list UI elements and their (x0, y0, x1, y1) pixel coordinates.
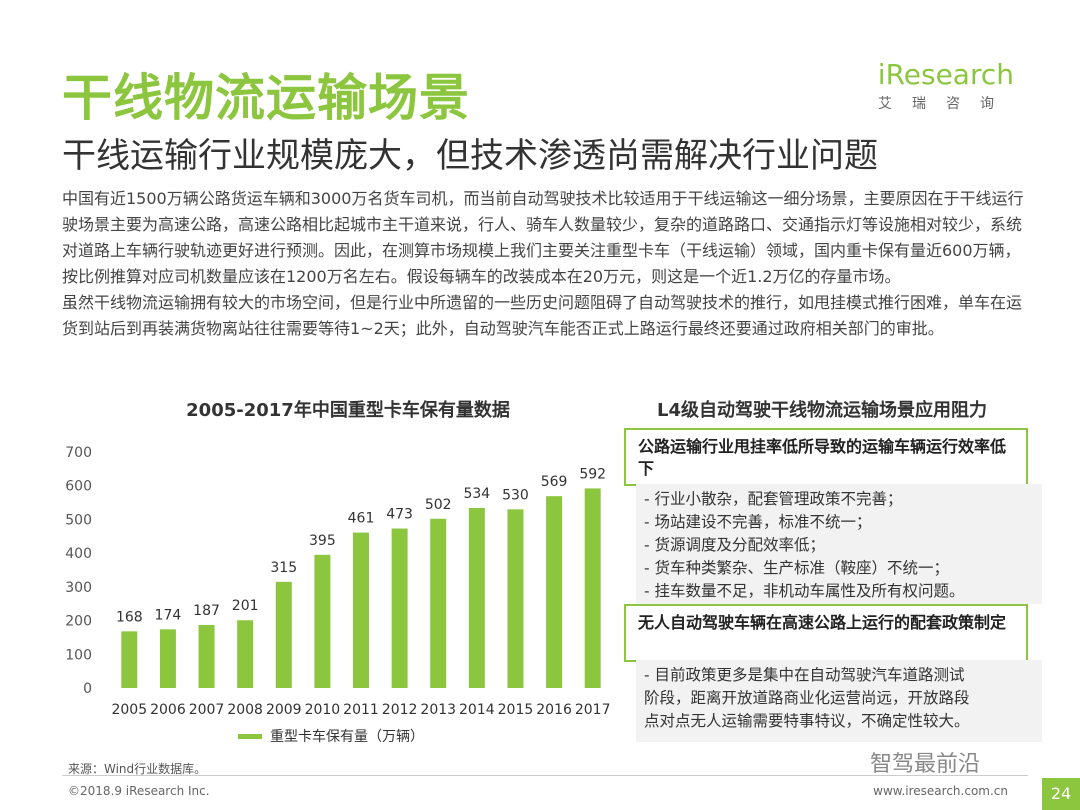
page-subtitle: 干线运输行业规模庞大，但技术渗透尚需解决行业问题 (62, 136, 878, 176)
page-title: 干线物流运输场景 (62, 69, 470, 127)
legend-label: 重型卡车保有量（万辆） (270, 728, 424, 745)
legend-swatch (238, 734, 262, 739)
source-note: 来源：Wind行业数据库。 (68, 762, 207, 776)
data-label: 502 (425, 497, 452, 513)
data-label: 174 (155, 607, 182, 623)
body-paragraph-1: 中国有近1500万辆公路货运车辆和3000万名货车司机，而当前自动驾驶技术比较适… (62, 189, 1024, 286)
y-tick-label: 0 (83, 681, 92, 697)
y-tick-label: 500 (65, 512, 92, 528)
body-text: 中国有近1500万辆公路货运车辆和3000万名货车司机，而当前自动驾驶技术比较适… (62, 186, 1024, 342)
y-tick-label: 200 (65, 614, 92, 630)
bar-chart: 0 100 200 300 400 500 600 700 168 2005 174 2006 187 2… (65, 445, 611, 745)
bar (159, 629, 176, 688)
obstacle-1-item: - 场站建设不完善，标准不统一； (644, 513, 872, 531)
bar (198, 624, 215, 688)
bar (468, 507, 485, 688)
x-tick-label: 2007 (189, 702, 225, 718)
bar (507, 509, 524, 688)
obstacle-1-item: - 行业小散杂，配套管理政策不完善； (644, 490, 903, 508)
obstacle-2-heading: 无人自动驾驶车辆在高速公路上运行的配套政策制定 (624, 604, 1028, 662)
x-tick-label: 2017 (575, 702, 611, 718)
obstacle-1-item: - 挂车数量不足，非机动车属性及所有权问题。 (644, 582, 965, 600)
chart-title: 2005-2017年中国重型卡车保有量数据 (186, 400, 510, 421)
body-paragraph-2: 虽然干线物流运输拥有较大的市场空间，但是行业中所遗留的一些历史问题阻碍了自动驾驶… (62, 293, 1023, 338)
x-tick-label: 2006 (150, 702, 186, 718)
data-label: 168 (116, 609, 143, 625)
obstacle-1-item: - 货源调度及分配效率低； (644, 536, 826, 554)
bar (275, 581, 292, 688)
x-tick-label: 2009 (266, 702, 302, 718)
data-label: 461 (348, 511, 375, 527)
data-label: 395 (309, 533, 336, 549)
x-tick-label: 2013 (420, 702, 456, 718)
y-tick-label: 600 (65, 479, 92, 495)
y-tick-label: 100 (65, 647, 92, 663)
obstacle-1-heading: 公路运输行业甩挂率低所导致的运输车辆运行效率低下 (624, 428, 1028, 486)
panel-title: L4级自动驾驶干线物流运输场景应用阻力 (657, 400, 987, 421)
x-tick-label: 2015 (498, 702, 534, 718)
x-tick-label: 2014 (459, 702, 495, 718)
data-label: 473 (386, 507, 413, 523)
bar (584, 488, 601, 688)
bar (430, 518, 447, 688)
obstacle-1-item: - 货车种类繁杂、生产标准（鞍座）不统一； (644, 559, 950, 577)
x-tick-label: 2016 (536, 702, 572, 718)
data-label: 534 (463, 486, 490, 502)
bar (353, 532, 369, 688)
x-tick-label: 2010 (305, 702, 341, 718)
x-tick-label: 2012 (382, 702, 418, 718)
x-tick-label: 2008 (227, 702, 263, 718)
website-link[interactable]: www.iresearch.com.cn (873, 784, 1008, 798)
x-tick-label: 2011 (343, 702, 379, 718)
watermark: 智驾最前沿 (870, 752, 981, 777)
y-tick-label: 400 (65, 546, 92, 562)
y-tick-label: 300 (65, 580, 92, 596)
iresearch-logo: iResearch 艾瑞咨询 (877, 58, 1014, 112)
y-tick-label: 700 (65, 445, 92, 461)
copyright: ©2018.9 iResearch Inc. (68, 784, 210, 798)
data-label: 187 (193, 603, 220, 619)
data-label: 592 (579, 466, 606, 482)
bar (121, 631, 138, 688)
x-tick-label: 2005 (111, 702, 147, 718)
data-label: 315 (270, 560, 297, 576)
bar (391, 528, 408, 688)
data-label: 569 (541, 474, 568, 490)
bar (314, 554, 331, 688)
data-label: 201 (232, 598, 259, 614)
page-number: 24 (1042, 778, 1080, 810)
obstacle-2-text: - 目前政策更多是集中在自动驾驶汽车道路测试 阶段，距离开放道路商业化运营尚远，… (636, 660, 1042, 742)
data-label: 530 (502, 487, 529, 503)
bar (237, 620, 254, 688)
footer-divider (62, 775, 1028, 776)
obstacle-1-list: - 行业小散杂，配套管理政策不完善； - 场站建设不完善，标准不统一； - 货源… (636, 484, 1042, 604)
bar (546, 496, 563, 688)
